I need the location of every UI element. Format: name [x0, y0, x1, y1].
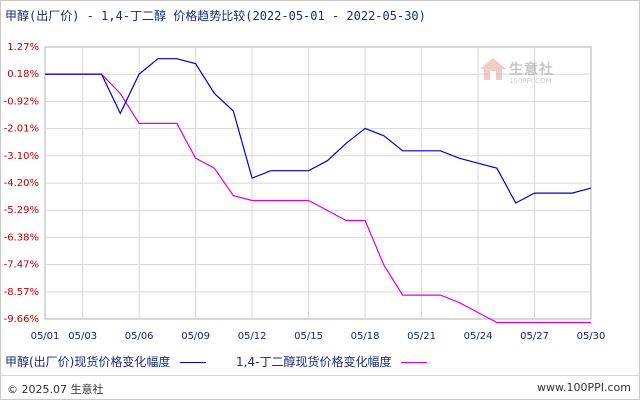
y-tick-label: -3.10% — [4, 151, 39, 162]
x-tick-label: 05/27 — [520, 331, 549, 342]
legend-swatch-methanol — [180, 362, 207, 363]
series-line-bdo — [45, 73, 591, 324]
site-link[interactable]: www.100PPI.com — [537, 381, 631, 394]
y-tick-label: -8.57% — [4, 287, 39, 298]
footer: © 2025.07 生意社 www.100PPI.com — [1, 375, 639, 400]
series-line-methanol — [45, 58, 592, 204]
x-tick-label: 05/21 — [407, 331, 436, 342]
x-tick-label: 05/01 — [31, 331, 60, 342]
y-tick-label: 1.27% — [7, 42, 39, 53]
y-tick-label: -4.20% — [4, 178, 39, 189]
x-tick-label: 05/18 — [351, 331, 380, 342]
y-tick-label: -2.01% — [4, 124, 39, 135]
legend-swatch-bdo — [401, 362, 428, 363]
legend-label-methanol: 甲醇(出厂价)现货价格变化幅度 — [5, 355, 171, 369]
y-tick-label: -0.92% — [4, 96, 39, 107]
y-tick-label: -6.38% — [4, 232, 39, 243]
line-chart: 1.27% 0.18% -0.92% -2.01% -3.10% -4.20% -5.29%… — [4, 42, 606, 342]
y-tick-label: 0.18% — [7, 69, 39, 80]
x-tick-label: 05/06 — [125, 331, 154, 342]
y-tick-label: -9.66% — [4, 314, 39, 325]
house-logo-icon — [480, 58, 506, 80]
x-tick-label: 05/30 — [577, 331, 606, 342]
chart-legend: 甲醇(出厂价)现货价格变化幅度 1,4-丁二醇现货价格变化幅度 — [5, 353, 453, 370]
watermark-logo: 生意社 100PPI.COM — [479, 55, 569, 89]
watermark-text: 生意社 — [509, 62, 554, 78]
x-tick-label: 05/03 — [68, 331, 97, 342]
x-tick-label: 05/24 — [464, 331, 493, 342]
legend-label-bdo: 1,4-丁二醇现货价格变化幅度 — [236, 355, 392, 369]
x-tick-label: 05/09 — [181, 331, 210, 342]
x-tick-label: 05/12 — [238, 331, 267, 342]
copyright-text: © 2025.07 生意社 — [7, 383, 104, 396]
watermark-subtext: 100PPI.COM — [509, 77, 552, 85]
legend-item-bdo: 1,4-丁二醇现货价格变化幅度 — [236, 353, 428, 370]
y-tick-label: -5.29% — [4, 205, 39, 216]
y-tick-label: -7.47% — [4, 260, 39, 271]
x-tick-label: 05/15 — [294, 331, 323, 342]
legend-item-methanol: 甲醇(出厂价)现货价格变化幅度 — [5, 353, 207, 370]
chart-title: 甲醇(出厂价) - 1,4-丁二醇 价格趋势比较(2022-05-01 - 20… — [5, 9, 426, 23]
